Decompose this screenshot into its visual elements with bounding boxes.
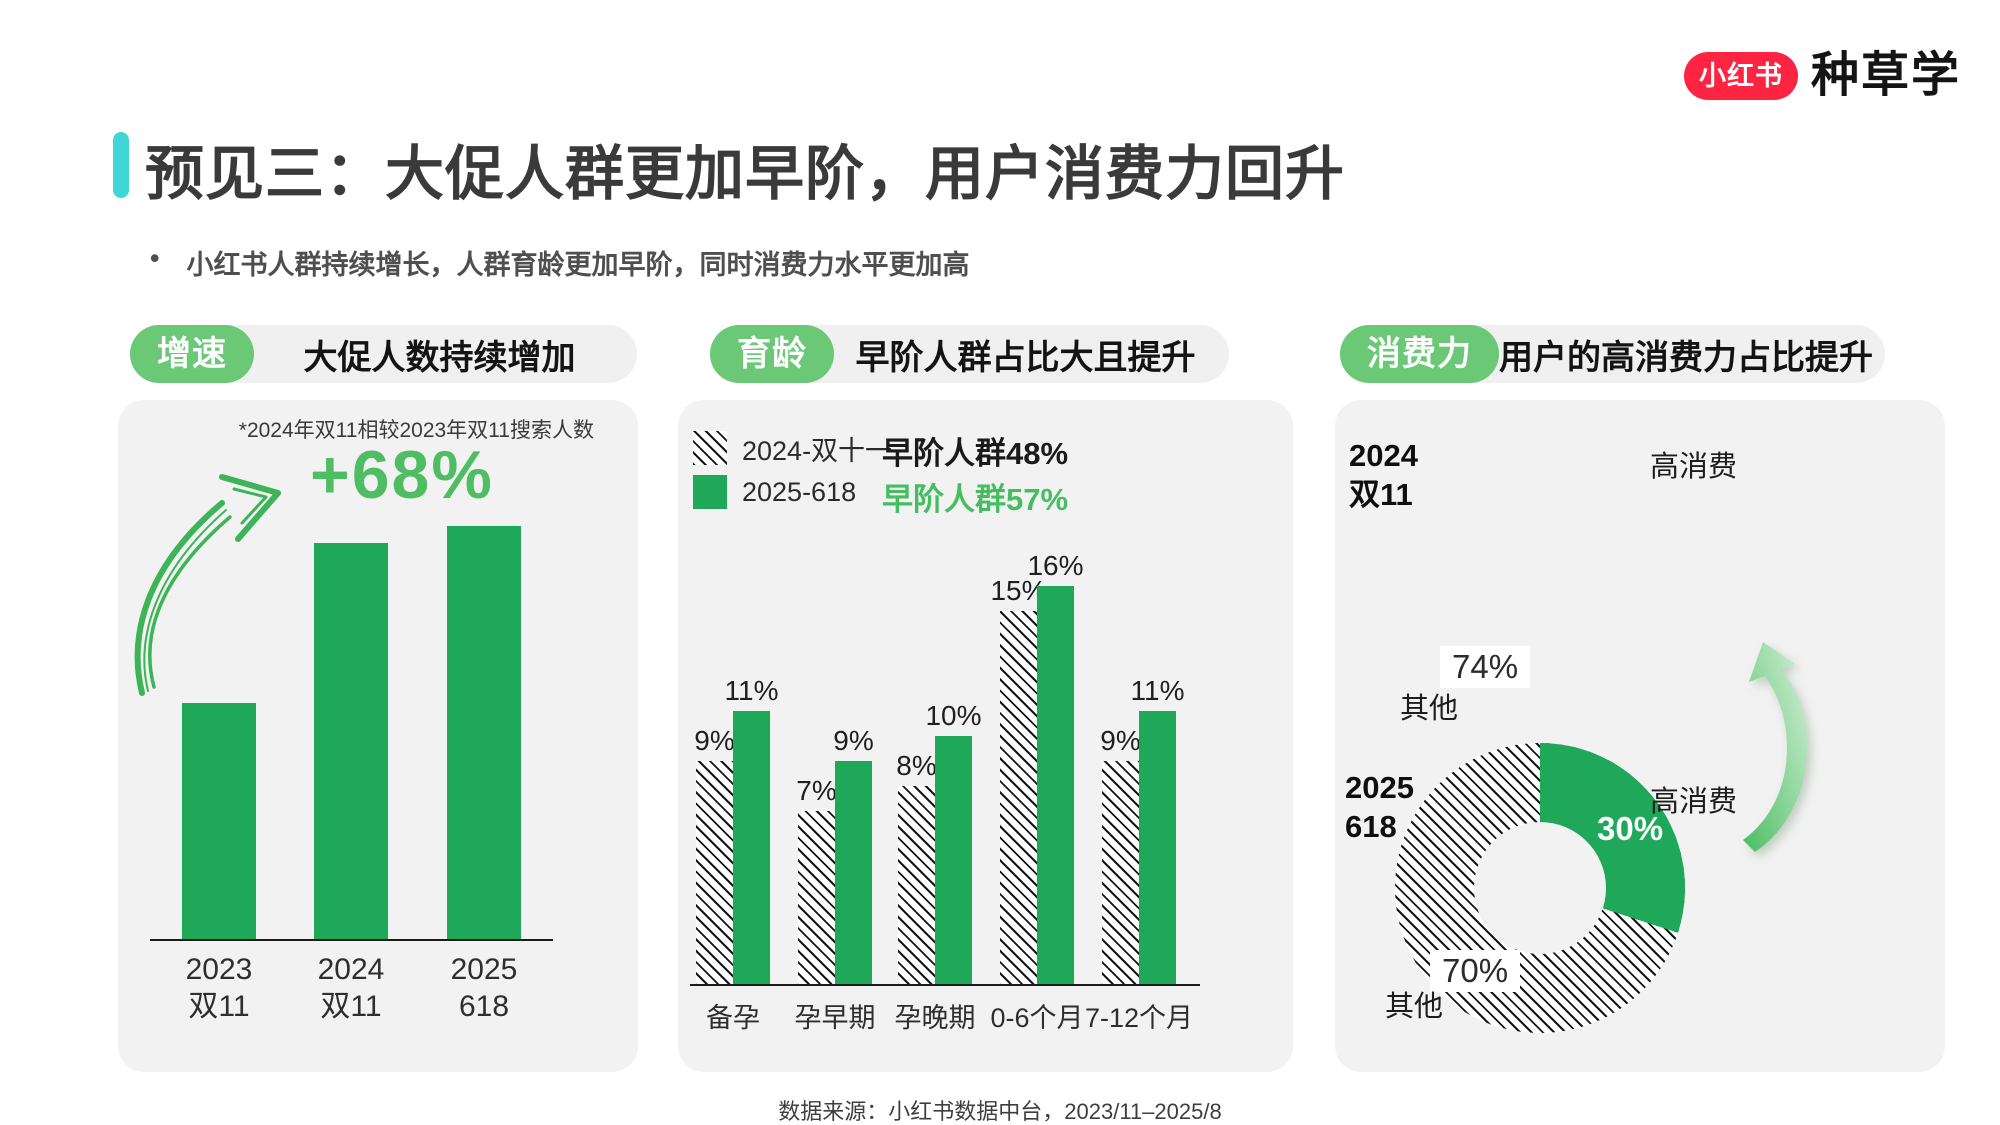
group-2024-line2: 双11 <box>1349 477 1413 512</box>
fertility-bar-2024-hatched <box>898 786 935 986</box>
growth-category-label: 2024 双11 <box>317 953 385 1023</box>
bar-value-label: 16% <box>1027 550 1084 581</box>
other-label-2024: 其他 <box>1400 693 1459 725</box>
growth-bar <box>447 526 521 939</box>
growth-category-label: 2025 618 <box>450 953 518 1023</box>
growth-swoosh-arrow-icon <box>1743 642 1807 852</box>
tag-pill-growth: 增速 <box>130 325 254 383</box>
green-swatch-icon <box>693 475 727 509</box>
fertility-bar-2024-hatched <box>1102 761 1139 986</box>
panel-heading-spending: 用户的高消费力占比提升 <box>1499 338 1873 377</box>
growth-annotation: +68% <box>310 437 494 513</box>
growth-chart-card: *2024年双11相较2023年双11搜索人数 +68% 2023 双11 2024… <box>118 400 638 1072</box>
group-2024-line1: 2024 <box>1349 438 1418 473</box>
chart-legend: 2024-双十一 2025-618 <box>693 430 892 518</box>
other-share-2024: 74% <box>1440 646 1531 688</box>
growth-x-axis <box>150 939 553 941</box>
fertility-chart-card: 2024-双十一 2025-618 早阶人群48% 早阶人群57% 9% 11% 备… <box>678 400 1293 1072</box>
subtitle-text: 小红书人群持续增长，人群育龄更加早阶，同时消费力水平更加高 <box>186 250 970 280</box>
bar-value-label: 10% <box>925 700 982 731</box>
growth-bar <box>182 703 256 939</box>
subtitle: • 小红书人群持续增长，人群育龄更加早阶，同时消费力水平更加高 <box>150 243 969 282</box>
bar-value-label: 8% <box>896 750 937 781</box>
brand-logo: 小红书 种草学 <box>1684 52 1961 100</box>
legend-item-2024: 2024-双十一 <box>693 430 892 466</box>
fertility-bar-2025-green <box>1139 711 1176 986</box>
hatched-swatch-icon <box>693 431 727 465</box>
fertility-bar-2024-hatched <box>1000 611 1037 986</box>
fertility-category-label: 备孕 <box>706 1003 760 1033</box>
bar-value-label: 11% <box>1130 675 1185 706</box>
legend-item-2025: 2025-618 <box>693 474 892 510</box>
bar-value-label: 11% <box>724 675 779 706</box>
spending-chart-card: 2024 双11 高消费 74% 其他 2025 618 30% 高消费 70%… <box>1335 400 1945 1072</box>
bar-value-label: 9% <box>694 725 735 756</box>
fertility-category-label: 孕晚期 <box>894 1003 976 1033</box>
data-source: 数据来源：小红书数据中台，2023/11–2025/8 <box>778 1099 1222 1124</box>
bullet-dot: • <box>150 243 160 273</box>
group-2025-line1: 2025 <box>1345 770 1414 805</box>
legend-label-2024: 2024-双十一 <box>742 435 893 466</box>
other-share-2025: 70% <box>1430 950 1521 992</box>
high-consumption-label-2025: 高消费 <box>1650 786 1738 818</box>
early-stage-highlight-2025: 早阶人群57% <box>882 482 1069 517</box>
fertility-bar-2024-hatched <box>696 761 733 986</box>
panel-header-spending: 消费力 用户的高消费力占比提升 <box>1340 325 1885 383</box>
growth-bar <box>314 543 388 939</box>
xiaohongshu-badge: 小红书 <box>1684 52 1798 100</box>
page-title: 预见三：大促人群更加早阶，用户消费力回升 <box>145 141 1346 207</box>
high-consumption-label-2024: 高消费 <box>1650 451 1738 483</box>
fertility-bar-2025-green <box>1037 586 1074 986</box>
bar-value-label: 7% <box>796 775 837 806</box>
group-label-2025: 2025 618 <box>1345 768 1414 846</box>
growth-category-label: 2023 双11 <box>185 953 253 1023</box>
bar-value-label: 9% <box>1100 725 1141 756</box>
title-accent-bar <box>113 132 129 198</box>
high-consumption-share-2025: 30% <box>1597 810 1664 847</box>
panel-heading-fertility: 早阶人群占比大且提升 <box>855 338 1196 377</box>
group-2025-line2: 618 <box>1345 809 1397 844</box>
group-label-2024: 2024 双11 <box>1349 436 1418 514</box>
fertility-bar-2025-green <box>935 736 972 986</box>
fertility-category-label: 0-6个月 <box>990 1003 1084 1033</box>
early-stage-highlight-2024: 早阶人群48% <box>882 436 1069 471</box>
brand-name: 种草学 <box>1811 49 1962 102</box>
fertility-bar-2025-green <box>835 761 872 986</box>
hand-drawn-arrow-icon <box>134 474 281 696</box>
bar-value-label: 9% <box>833 725 874 756</box>
legend-label-2025: 2025-618 <box>742 476 857 507</box>
fertility-bar-2025-green <box>733 711 770 986</box>
donut-hole <box>1474 822 1606 954</box>
panel-header-fertility: 育龄 早阶人群占比大且提升 <box>710 325 1229 383</box>
fertility-x-axis <box>690 984 1200 986</box>
tag-pill-spending: 消费力 <box>1340 325 1499 383</box>
panel-header-growth: 增速 大促人数持续增加 <box>130 325 637 383</box>
panel-heading-growth: 大促人数持续增加 <box>303 338 576 377</box>
growth-footnote: *2024年双11相较2023年双11搜索人数 <box>238 419 594 442</box>
fertility-category-label: 孕早期 <box>794 1003 876 1033</box>
other-label-2025: 其他 <box>1385 991 1444 1023</box>
tag-pill-fertility: 育龄 <box>710 325 834 383</box>
fertility-category-label: 7-12个月 <box>1084 1003 1194 1033</box>
fertility-bar-2024-hatched <box>798 811 835 986</box>
